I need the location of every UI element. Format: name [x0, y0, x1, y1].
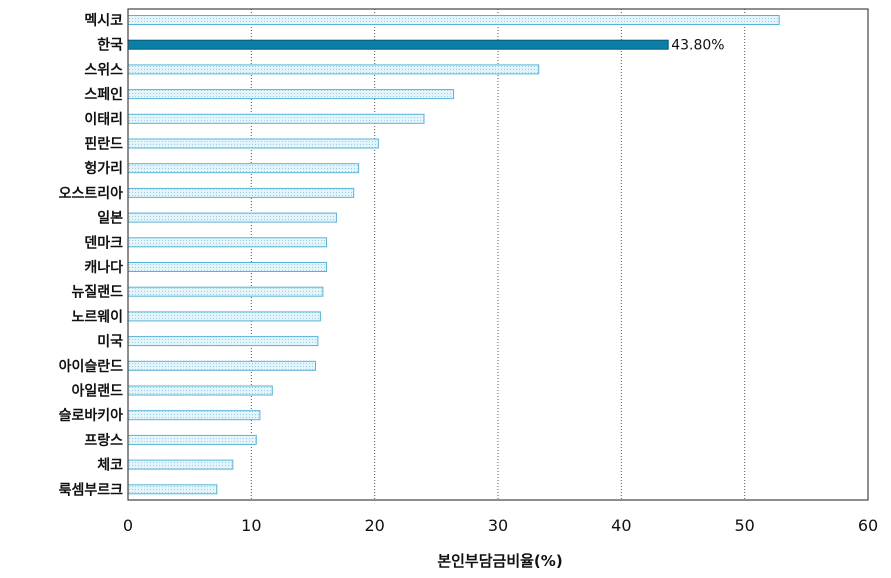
- bar: [127, 64, 540, 75]
- category-label: 아이슬란드: [59, 358, 124, 375]
- grid-lines: [250, 9, 746, 500]
- category-label: 스위스: [84, 62, 123, 78]
- category-label: 오스트리아: [59, 185, 124, 202]
- bar: [127, 138, 379, 149]
- category-labels: 멕시코한국스위스스페인이태리핀란드헝가리오스트리아일본덴마크캐나다뉴질랜드노르웨…: [59, 12, 124, 498]
- category-label: 노르웨이: [71, 308, 123, 325]
- x-tick-label: 0: [123, 516, 133, 535]
- category-label: 프랑스: [84, 433, 123, 449]
- x-tick-label: 20: [364, 516, 384, 535]
- bar: [127, 15, 780, 25]
- category-label: 룩셈부르크: [59, 481, 124, 498]
- category-label: 슬로바키아: [59, 407, 124, 424]
- bar-highlight: [127, 39, 669, 50]
- category-label: 뉴질랜드: [71, 284, 123, 301]
- bar: [127, 484, 218, 495]
- bar: [127, 262, 328, 272]
- category-label: 일본: [97, 211, 123, 227]
- bar: [127, 360, 316, 371]
- category-label: 헝가리: [84, 160, 123, 177]
- bar: [127, 113, 425, 124]
- highlight-data-label: 43.80%: [671, 38, 724, 54]
- bar: [127, 311, 321, 322]
- bar: [127, 459, 234, 470]
- x-tick-label: 30: [488, 516, 508, 535]
- x-tick-label: 40: [611, 516, 631, 535]
- category-label: 덴마크: [84, 235, 123, 251]
- bar: [127, 237, 328, 248]
- bar: [127, 434, 257, 445]
- category-label: 스페인: [84, 86, 123, 103]
- bar: [127, 89, 455, 100]
- category-label: 캐나다: [84, 260, 123, 276]
- plot-frame: [127, 8, 869, 501]
- x-axis-label: 본인부담금비율(%): [437, 552, 562, 570]
- x-tick-label: 10: [241, 516, 261, 535]
- x-tick-label: 60: [858, 516, 878, 535]
- category-label: 아일랜드: [71, 383, 123, 400]
- bar: [127, 187, 355, 198]
- bar: [127, 385, 273, 396]
- bar: [127, 336, 319, 347]
- x-tick-label: 50: [734, 516, 754, 535]
- bar: [127, 286, 324, 297]
- category-label: 체코: [97, 458, 123, 474]
- category-label: 미국: [97, 334, 123, 350]
- category-label: 이태리: [84, 111, 123, 128]
- bar: [127, 163, 360, 174]
- bar: [127, 212, 337, 223]
- category-label: 한국: [97, 38, 123, 54]
- category-label: 멕시코: [84, 12, 123, 29]
- bars: [127, 15, 780, 495]
- x-tick-labels: 0 10 20 30 40 50 60: [123, 516, 878, 535]
- bar: [127, 410, 261, 421]
- category-label: 핀란드: [84, 136, 123, 153]
